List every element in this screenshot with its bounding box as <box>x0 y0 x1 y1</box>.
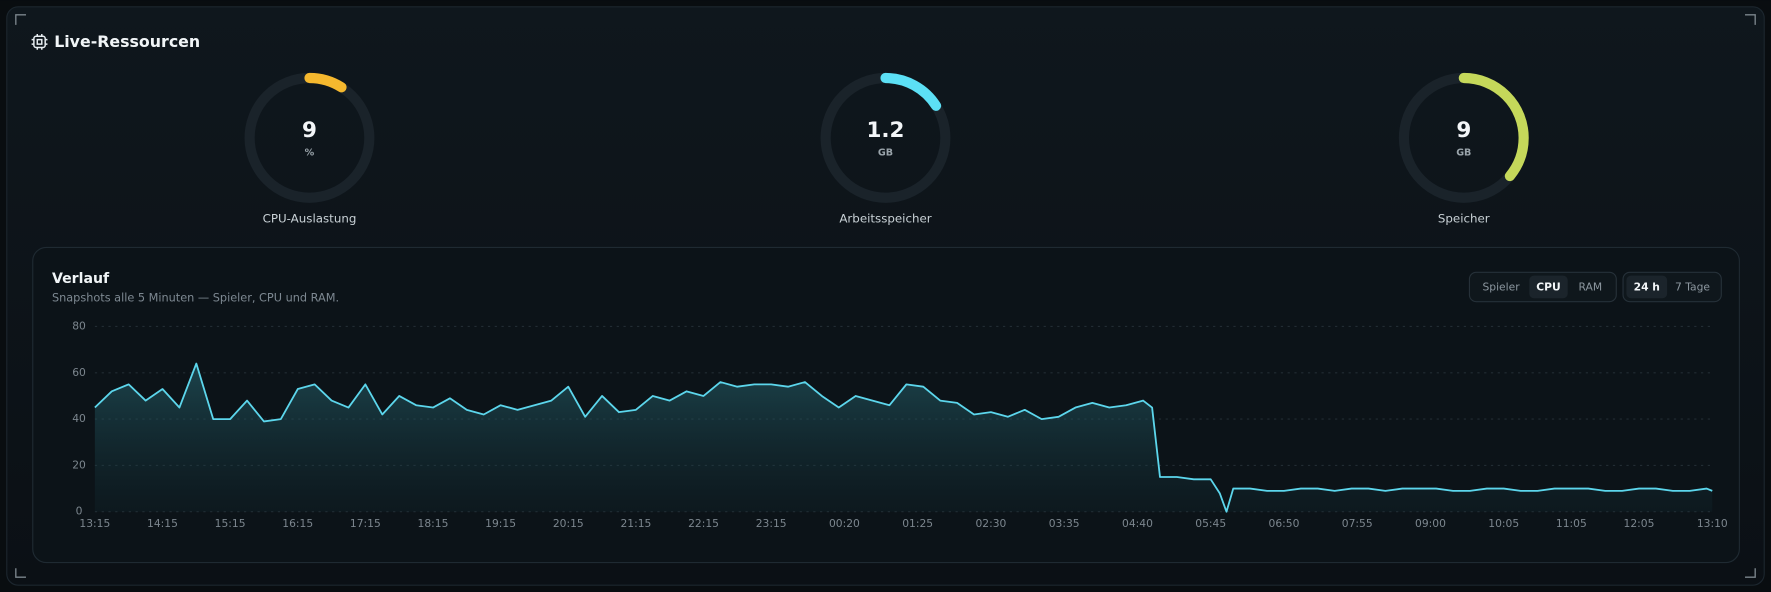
gauge-unit: GB <box>878 148 893 159</box>
gauge-unit: % <box>305 148 315 159</box>
x-tick-label: 04:40 <box>1122 517 1153 530</box>
tab-label: RAM <box>1578 281 1602 294</box>
tab-label: 24 h <box>1634 281 1660 294</box>
gauge-value: 9 <box>1456 118 1471 143</box>
tab-label: CPU <box>1536 281 1560 294</box>
gauge-arc <box>820 72 951 203</box>
x-tick-label: 05:45 <box>1195 517 1226 530</box>
y-tick-label: 0 <box>76 505 83 518</box>
x-tick-label: 23:15 <box>756 517 787 530</box>
x-tick-label: 09:00 <box>1415 517 1446 530</box>
gauge-label: Arbeitsspeicher <box>839 212 931 226</box>
x-tick-label: 17:15 <box>350 517 381 530</box>
x-tick-label: 20:15 <box>553 517 584 530</box>
chart: 0 20 40 60 80 13:15 14:15 15:15 16:15 17:15 18:15 1… <box>72 319 1728 530</box>
gauge-label: Speicher <box>1438 212 1490 226</box>
chip-icon <box>31 33 48 50</box>
y-tick-label: 20 <box>72 458 86 471</box>
history-title: Verlauf <box>52 271 110 287</box>
history-subtitle: Snapshots alle 5 Minuten — Spieler, CPU … <box>52 291 339 304</box>
area-fill <box>94 363 1713 512</box>
x-tick-label: 10:05 <box>1488 517 1519 530</box>
x-tick-label: 14:15 <box>147 517 178 530</box>
tab-active-bg <box>1529 275 1568 299</box>
x-tick-label: 19:15 <box>485 517 516 530</box>
gauge-unit: GB <box>1456 148 1471 159</box>
x-tick-label: 00:20 <box>829 517 860 530</box>
x-tick-label: 02:30 <box>975 517 1006 530</box>
x-tick-label: 22:15 <box>688 517 719 530</box>
line <box>94 362 1713 513</box>
y-tick-label: 60 <box>72 366 86 379</box>
x-tick-label: 13:10 <box>1697 517 1728 530</box>
x-tick-label: 01:25 <box>902 517 933 530</box>
tab-button[interactable]: CPU <box>1529 275 1568 299</box>
tab-button[interactable]: 24 h <box>1626 275 1668 299</box>
gauge-arc <box>244 72 375 203</box>
gauge-label: CPU-Auslastung <box>263 212 357 226</box>
x-tick-label: 12:05 <box>1624 517 1655 530</box>
x-tick-label: 21:15 <box>620 517 651 530</box>
x-tick-label: 07:55 <box>1342 517 1373 530</box>
x-tick-label: 18:15 <box>418 517 449 530</box>
gauge-value: 1.2 <box>867 118 905 143</box>
x-tick-label: 15:15 <box>215 517 246 530</box>
tab-button[interactable]: 7 Tage <box>1675 281 1710 294</box>
tab-button[interactable]: Spieler <box>1482 281 1520 294</box>
x-tick-label: 16:15 <box>282 517 313 530</box>
panel-title: Live-Ressourcen <box>54 32 200 51</box>
gauge-arc <box>1398 72 1529 203</box>
tab-label: Spieler <box>1482 281 1520 294</box>
tab-button[interactable]: RAM <box>1578 281 1602 294</box>
y-tick-label: 80 <box>72 319 86 332</box>
x-tick-label: 11:05 <box>1556 517 1587 530</box>
gauge-value: 9 <box>302 118 317 143</box>
x-tick-label: 06:50 <box>1269 517 1300 530</box>
corner-marks <box>15 14 1756 578</box>
gauges: 9% CPU-Auslastung 1.2 GB Arbeitsspeicher 9 GB S… <box>244 72 1529 226</box>
tab-label: 7 Tage <box>1675 281 1710 294</box>
y-tick-label: 40 <box>72 412 86 425</box>
x-tick-label: 03:35 <box>1049 517 1080 530</box>
tab-active-bg <box>1626 275 1668 299</box>
tab-groups: Spieler CPU RAM 24 h 7 Tage <box>1468 271 1722 303</box>
x-tick-label: 13:15 <box>79 517 110 530</box>
